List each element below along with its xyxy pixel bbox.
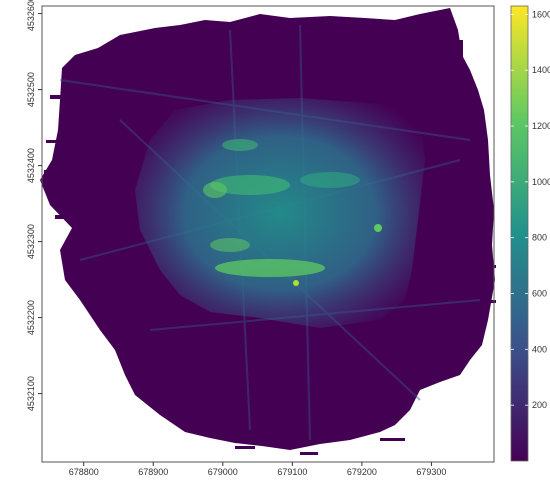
y-axis-tick-label: 4532600 [26, 0, 36, 31]
colorbar-gradient [511, 6, 528, 461]
y-axis-tick-label: 4532100 [26, 376, 36, 411]
x-axis-tick-label: 679200 [347, 467, 377, 477]
colorbar-tick-label: 1200 [532, 121, 550, 131]
y-axis-tick-label: 4532300 [26, 224, 36, 259]
raster-edge-fragments [44, 40, 496, 455]
x-axis-tick-label: 678800 [69, 467, 99, 477]
map-panel-border [41, 5, 495, 463]
y-axis: 4532100 4532200 4532300 4532400 4532500 45326… [26, 0, 42, 411]
colorbar-tick-label: 1400 [532, 65, 550, 75]
x-axis-tick-label: 679100 [277, 467, 307, 477]
x-axis-tick-label: 679000 [208, 467, 238, 477]
y-axis-tick-label: 4532400 [26, 148, 36, 183]
colorbar-axis: 200 400 600 800 1000 1200 1400 1600 [511, 9, 550, 410]
colorbar-tick-label: 1000 [532, 177, 550, 187]
x-axis: 678800 678900 679000 679100 679200 679300 [69, 462, 446, 477]
x-axis-tick-label: 679300 [416, 467, 446, 477]
colorbar-tick-label: 600 [532, 289, 547, 299]
raster-hotspots [203, 139, 382, 286]
colorbar-tick-label: 800 [532, 233, 547, 243]
y-axis-tick-label: 4532500 [26, 72, 36, 107]
colorbar-tick-label: 400 [532, 344, 547, 354]
colorbar-tick-label: 1600 [532, 9, 550, 19]
colorbar-border [510, 5, 529, 462]
y-axis-tick-label: 4532200 [26, 300, 36, 335]
colorbar-tick-label: 200 [532, 400, 547, 410]
raster-core [135, 98, 425, 328]
x-axis-tick-label: 678900 [138, 467, 168, 477]
